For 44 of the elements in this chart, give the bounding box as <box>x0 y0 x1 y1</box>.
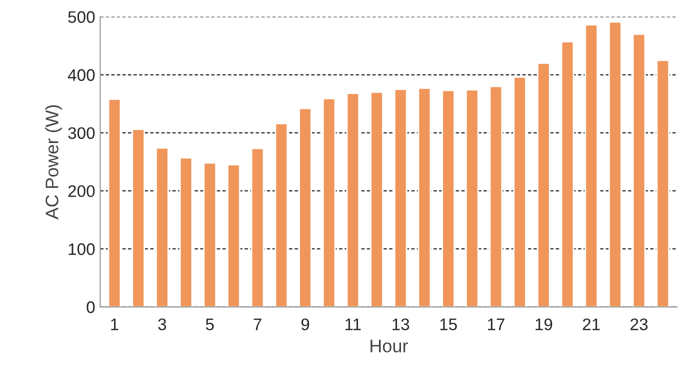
y-tick-label: 500 <box>68 11 95 23</box>
x-tick-label: 5 <box>206 318 214 330</box>
x-tick-label: 3 <box>158 318 166 330</box>
bar <box>465 89 479 307</box>
x-tick-label: 15 <box>440 318 457 330</box>
bar <box>489 86 503 307</box>
bar <box>560 41 574 307</box>
x-tick-label: 21 <box>582 318 600 330</box>
bar <box>250 148 264 307</box>
bar <box>322 98 336 307</box>
bar <box>442 90 455 307</box>
x-tick-label: 7 <box>254 318 262 330</box>
bar <box>513 76 526 307</box>
bar <box>656 60 670 307</box>
bar <box>132 128 145 307</box>
bar <box>632 33 646 307</box>
x-tick-label: 11 <box>346 318 361 330</box>
bar <box>227 164 240 307</box>
x-tick-label: 1 <box>111 318 118 330</box>
x-tick-label: 13 <box>392 318 410 330</box>
y-tick-label: 200 <box>68 185 95 198</box>
bar <box>394 88 408 307</box>
x-tick-label: 17 <box>488 318 504 330</box>
y-tick-label: 400 <box>68 69 95 81</box>
bar <box>203 162 217 307</box>
x-axis-title: Hour <box>370 340 408 352</box>
y-tick-label: 300 <box>68 127 95 140</box>
bar <box>274 122 288 307</box>
bar <box>370 91 384 307</box>
bar <box>156 147 169 307</box>
bar <box>584 24 598 307</box>
x-tick-label: 19 <box>536 318 552 330</box>
bar <box>298 108 312 307</box>
y-tick-label: 100 <box>68 243 95 256</box>
y-axis-title: AC Power (W) <box>45 105 62 220</box>
y-tick-label: 0 <box>86 301 95 314</box>
x-tick-label: 23 <box>630 318 648 330</box>
bar <box>418 87 432 307</box>
bar <box>608 21 622 307</box>
bar <box>179 157 193 307</box>
x-tick-label: 9 <box>301 318 310 330</box>
bar <box>108 98 122 307</box>
bar <box>537 62 550 307</box>
bar <box>346 92 360 307</box>
